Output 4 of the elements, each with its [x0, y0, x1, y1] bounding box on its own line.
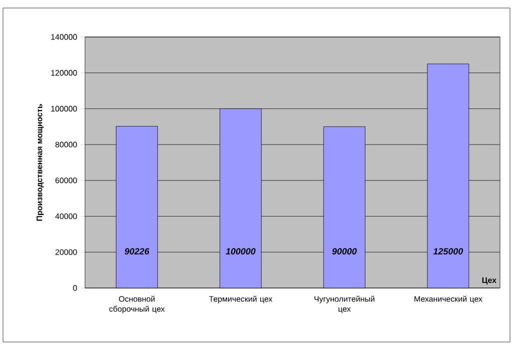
data-label: 90000 [332, 248, 357, 254]
data-label: 100000 [226, 248, 256, 254]
data-label: 90226 [124, 248, 150, 254]
data-label: 125000 [433, 248, 464, 254]
